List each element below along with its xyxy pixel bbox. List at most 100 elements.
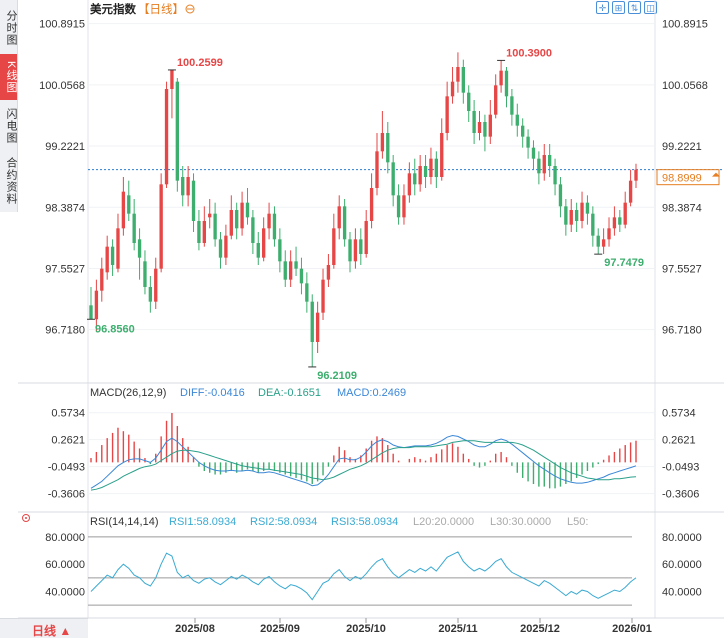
candle-body [440, 133, 444, 177]
candle-body [127, 195, 131, 214]
candle-body [321, 279, 325, 313]
settings-circle-icon[interactable] [185, 4, 195, 14]
candle-body [332, 228, 336, 265]
y-tick-left: 100.8915 [39, 19, 85, 31]
tab-timeshare[interactable]: 分时图 [5, 10, 17, 46]
candle-body [596, 235, 600, 247]
l50-label: L50: [567, 516, 588, 528]
macd-histogram [90, 412, 637, 489]
price-annotations: 98.8999 100.2599 100.3900 96.8560 96.2109 97.… [87, 47, 720, 382]
candle-body [504, 70, 509, 97]
candle-body [310, 301, 314, 342]
rsi-gear-icon[interactable] [22, 514, 30, 522]
x-tick-label: 2025/12 [520, 623, 560, 635]
price-annotation: 100.3900 [506, 47, 552, 59]
candle-body [531, 147, 536, 159]
tab-kline[interactable]: K线图 [0, 54, 17, 100]
macd-tick-left: -0.0493 [48, 462, 85, 474]
candle-body [218, 239, 223, 258]
y-tick-left: 98.3874 [45, 202, 85, 214]
candle-body [634, 169, 638, 181]
candle-body [580, 202, 584, 221]
candle-body [547, 155, 552, 166]
y-tick-right: 99.2221 [662, 141, 702, 153]
tab-flash[interactable]: 闪电图 [5, 108, 17, 144]
chart-scale-icon[interactable]: ⇅ [628, 1, 641, 14]
candle-body [386, 133, 390, 163]
candle-body [494, 85, 498, 115]
candle-body [89, 305, 93, 320]
candle-body [477, 122, 482, 133]
candle-body [283, 261, 287, 280]
candle-body [262, 228, 266, 258]
rsi-tick-left: 80.0000 [45, 532, 85, 544]
candle-body [618, 217, 622, 225]
candle-body [558, 184, 563, 207]
y-tick-left: 96.7180 [45, 325, 85, 337]
x-tick-label: 2025/10 [346, 623, 386, 635]
candle-body [278, 239, 282, 262]
price-annotation: 96.8560 [95, 323, 135, 335]
candle-body [132, 213, 136, 243]
candle-body [202, 221, 206, 243]
y-tick-left: 99.2221 [45, 141, 85, 153]
candle-body [272, 213, 277, 240]
rsi-tick-left: 60.0000 [45, 559, 85, 571]
candle-body [585, 202, 590, 214]
price-annotation: 97.7479 [604, 257, 644, 269]
candle-body [235, 210, 239, 229]
rsi2-label: RSI2:58.0934 [250, 516, 317, 528]
candle-body [164, 89, 169, 185]
price-annotation: 100.2599 [177, 57, 223, 69]
candle-body [197, 221, 201, 243]
x-tick-label: 2025/11 [438, 623, 477, 635]
candle-body [100, 268, 104, 291]
candle-body [407, 173, 412, 196]
candle-body [369, 188, 374, 221]
rsi3-label: RSI3:58.0934 [331, 516, 398, 528]
candle-body [461, 67, 465, 93]
period-tag: 【日线】 [138, 2, 184, 16]
expand-icon[interactable]: ✛ [596, 1, 609, 14]
candle-body [402, 195, 406, 218]
candle-body [256, 243, 260, 258]
macd-dea-line [90, 440, 637, 491]
candle-body [418, 166, 422, 185]
y-tick-left: 100.0568 [39, 80, 85, 92]
period-selector[interactable]: 日线 ▲ [32, 624, 72, 638]
period-bar [0, 618, 88, 638]
candle-body [353, 239, 358, 262]
candle-body [515, 114, 519, 126]
candle-body [413, 173, 417, 185]
candle-body [213, 213, 217, 240]
macd-title: MACD(26,12,9) [90, 387, 166, 399]
candle-body [337, 206, 341, 229]
candle-body [569, 210, 573, 225]
candle-body [186, 177, 190, 196]
candle-body [94, 290, 99, 320]
candlestick-series [89, 52, 638, 367]
candle-body [110, 246, 115, 265]
current-price-box [656, 169, 720, 186]
candle-body [607, 228, 611, 240]
rsi-tick-right: 80.0000 [662, 532, 702, 544]
candle-body [396, 195, 401, 218]
y-tick-right: 97.5527 [662, 263, 702, 275]
current-price-label: 98.8999 [662, 173, 702, 185]
candle-body [456, 67, 460, 82]
l30-label: L30:30.0000 [490, 516, 551, 528]
macd-tick-left: 0.5734 [51, 408, 85, 420]
candle-body [391, 162, 395, 196]
candle-body [434, 158, 439, 177]
rsi-tick-left: 40.0000 [45, 587, 85, 599]
shrink-icon[interactable]: ⊞ [612, 1, 625, 14]
candle-body [294, 261, 298, 269]
macd-diff-line [90, 434, 637, 489]
chart-title: 美元指数 [90, 2, 136, 16]
candle-body [175, 81, 180, 181]
candle-body [488, 114, 492, 137]
tab-contract-info[interactable]: 合约资料 [5, 157, 17, 205]
macd-tick-right: -0.3606 [662, 489, 699, 501]
range-icon[interactable]: ◫ [644, 1, 657, 14]
